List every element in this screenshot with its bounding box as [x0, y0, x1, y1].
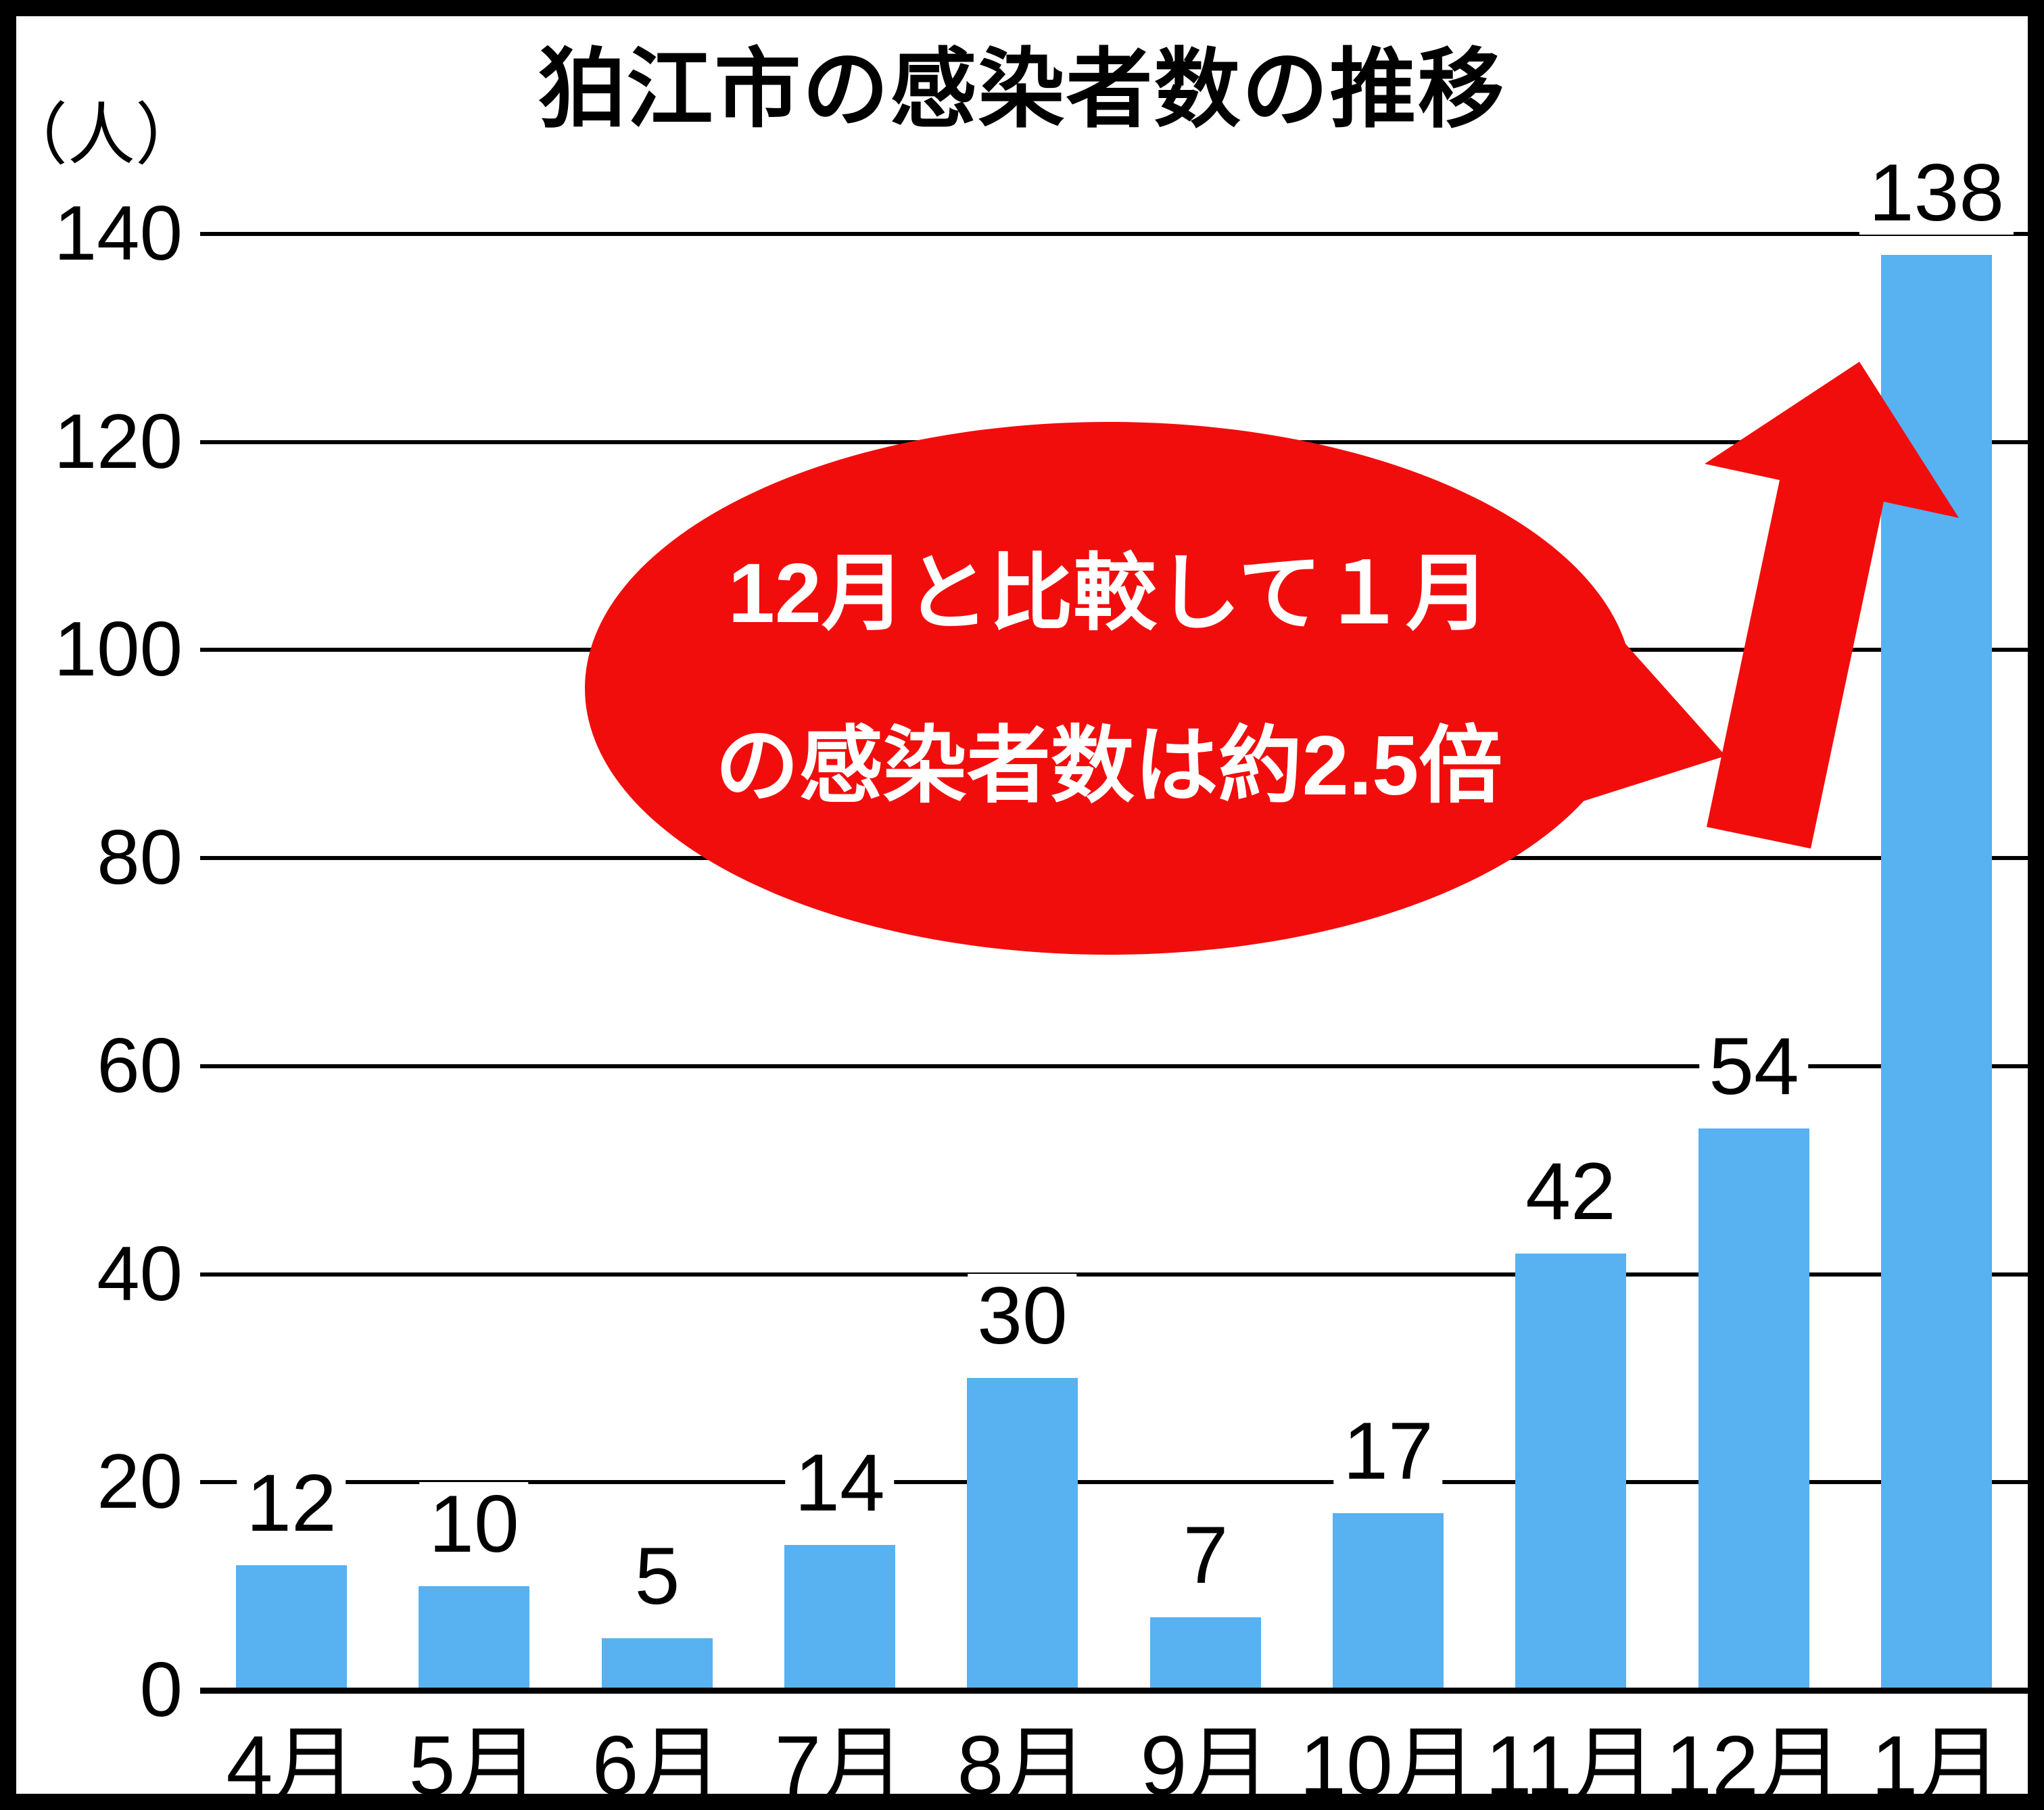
grid-line-y40 — [200, 1272, 2028, 1277]
balloon-text-line2: の感染者数は約2.5倍 — [715, 719, 1503, 813]
data-label-5月: 10 — [419, 1482, 529, 1566]
chart-title: 狛江市の感染者数の推移 — [538, 41, 1506, 138]
data-label-11月: 42 — [1516, 1149, 1625, 1233]
balloon-text-line1: 12月と比較して１月 — [728, 547, 1490, 640]
data-label-12月: 54 — [1699, 1024, 1809, 1108]
y-tick-label-120: 120 — [53, 399, 183, 485]
data-label-1月: 138 — [1859, 151, 2014, 235]
grid-line-y140 — [200, 232, 2028, 236]
bar-5月 — [419, 1586, 529, 1690]
data-label-6月: 5 — [625, 1534, 690, 1618]
bar-9月 — [1150, 1617, 1261, 1690]
y-tick-label-20: 20 — [97, 1439, 183, 1525]
y-tick-label-140: 140 — [53, 191, 183, 277]
y-tick-label-60: 60 — [97, 1023, 183, 1109]
speech-balloon — [585, 422, 1633, 955]
data-label-10月: 17 — [1333, 1409, 1443, 1493]
data-label-8月: 30 — [968, 1274, 1077, 1358]
y-tick-label-100: 100 — [53, 606, 183, 692]
data-label-9月: 7 — [1173, 1513, 1238, 1597]
data-label-4月: 12 — [237, 1461, 346, 1545]
x-axis-line — [200, 1688, 2028, 1694]
data-label-7月: 14 — [785, 1441, 895, 1525]
bar-8月 — [967, 1378, 1078, 1690]
y-axis-unit-label: （人） — [0, 97, 203, 173]
grid-line-y60 — [200, 1064, 2028, 1068]
bar-7月 — [784, 1545, 895, 1690]
bar-11月 — [1515, 1254, 1626, 1690]
bar-6月 — [602, 1638, 713, 1690]
rising-arrow-icon — [1705, 362, 1959, 849]
bar-4月 — [236, 1565, 347, 1690]
bar-12月 — [1698, 1128, 1809, 1690]
y-tick-label-0: 0 — [139, 1647, 183, 1733]
y-tick-label-80: 80 — [97, 815, 183, 901]
bar-10月 — [1333, 1513, 1444, 1690]
grid-line-y20 — [200, 1480, 2028, 1484]
y-tick-label-40: 40 — [97, 1231, 183, 1317]
